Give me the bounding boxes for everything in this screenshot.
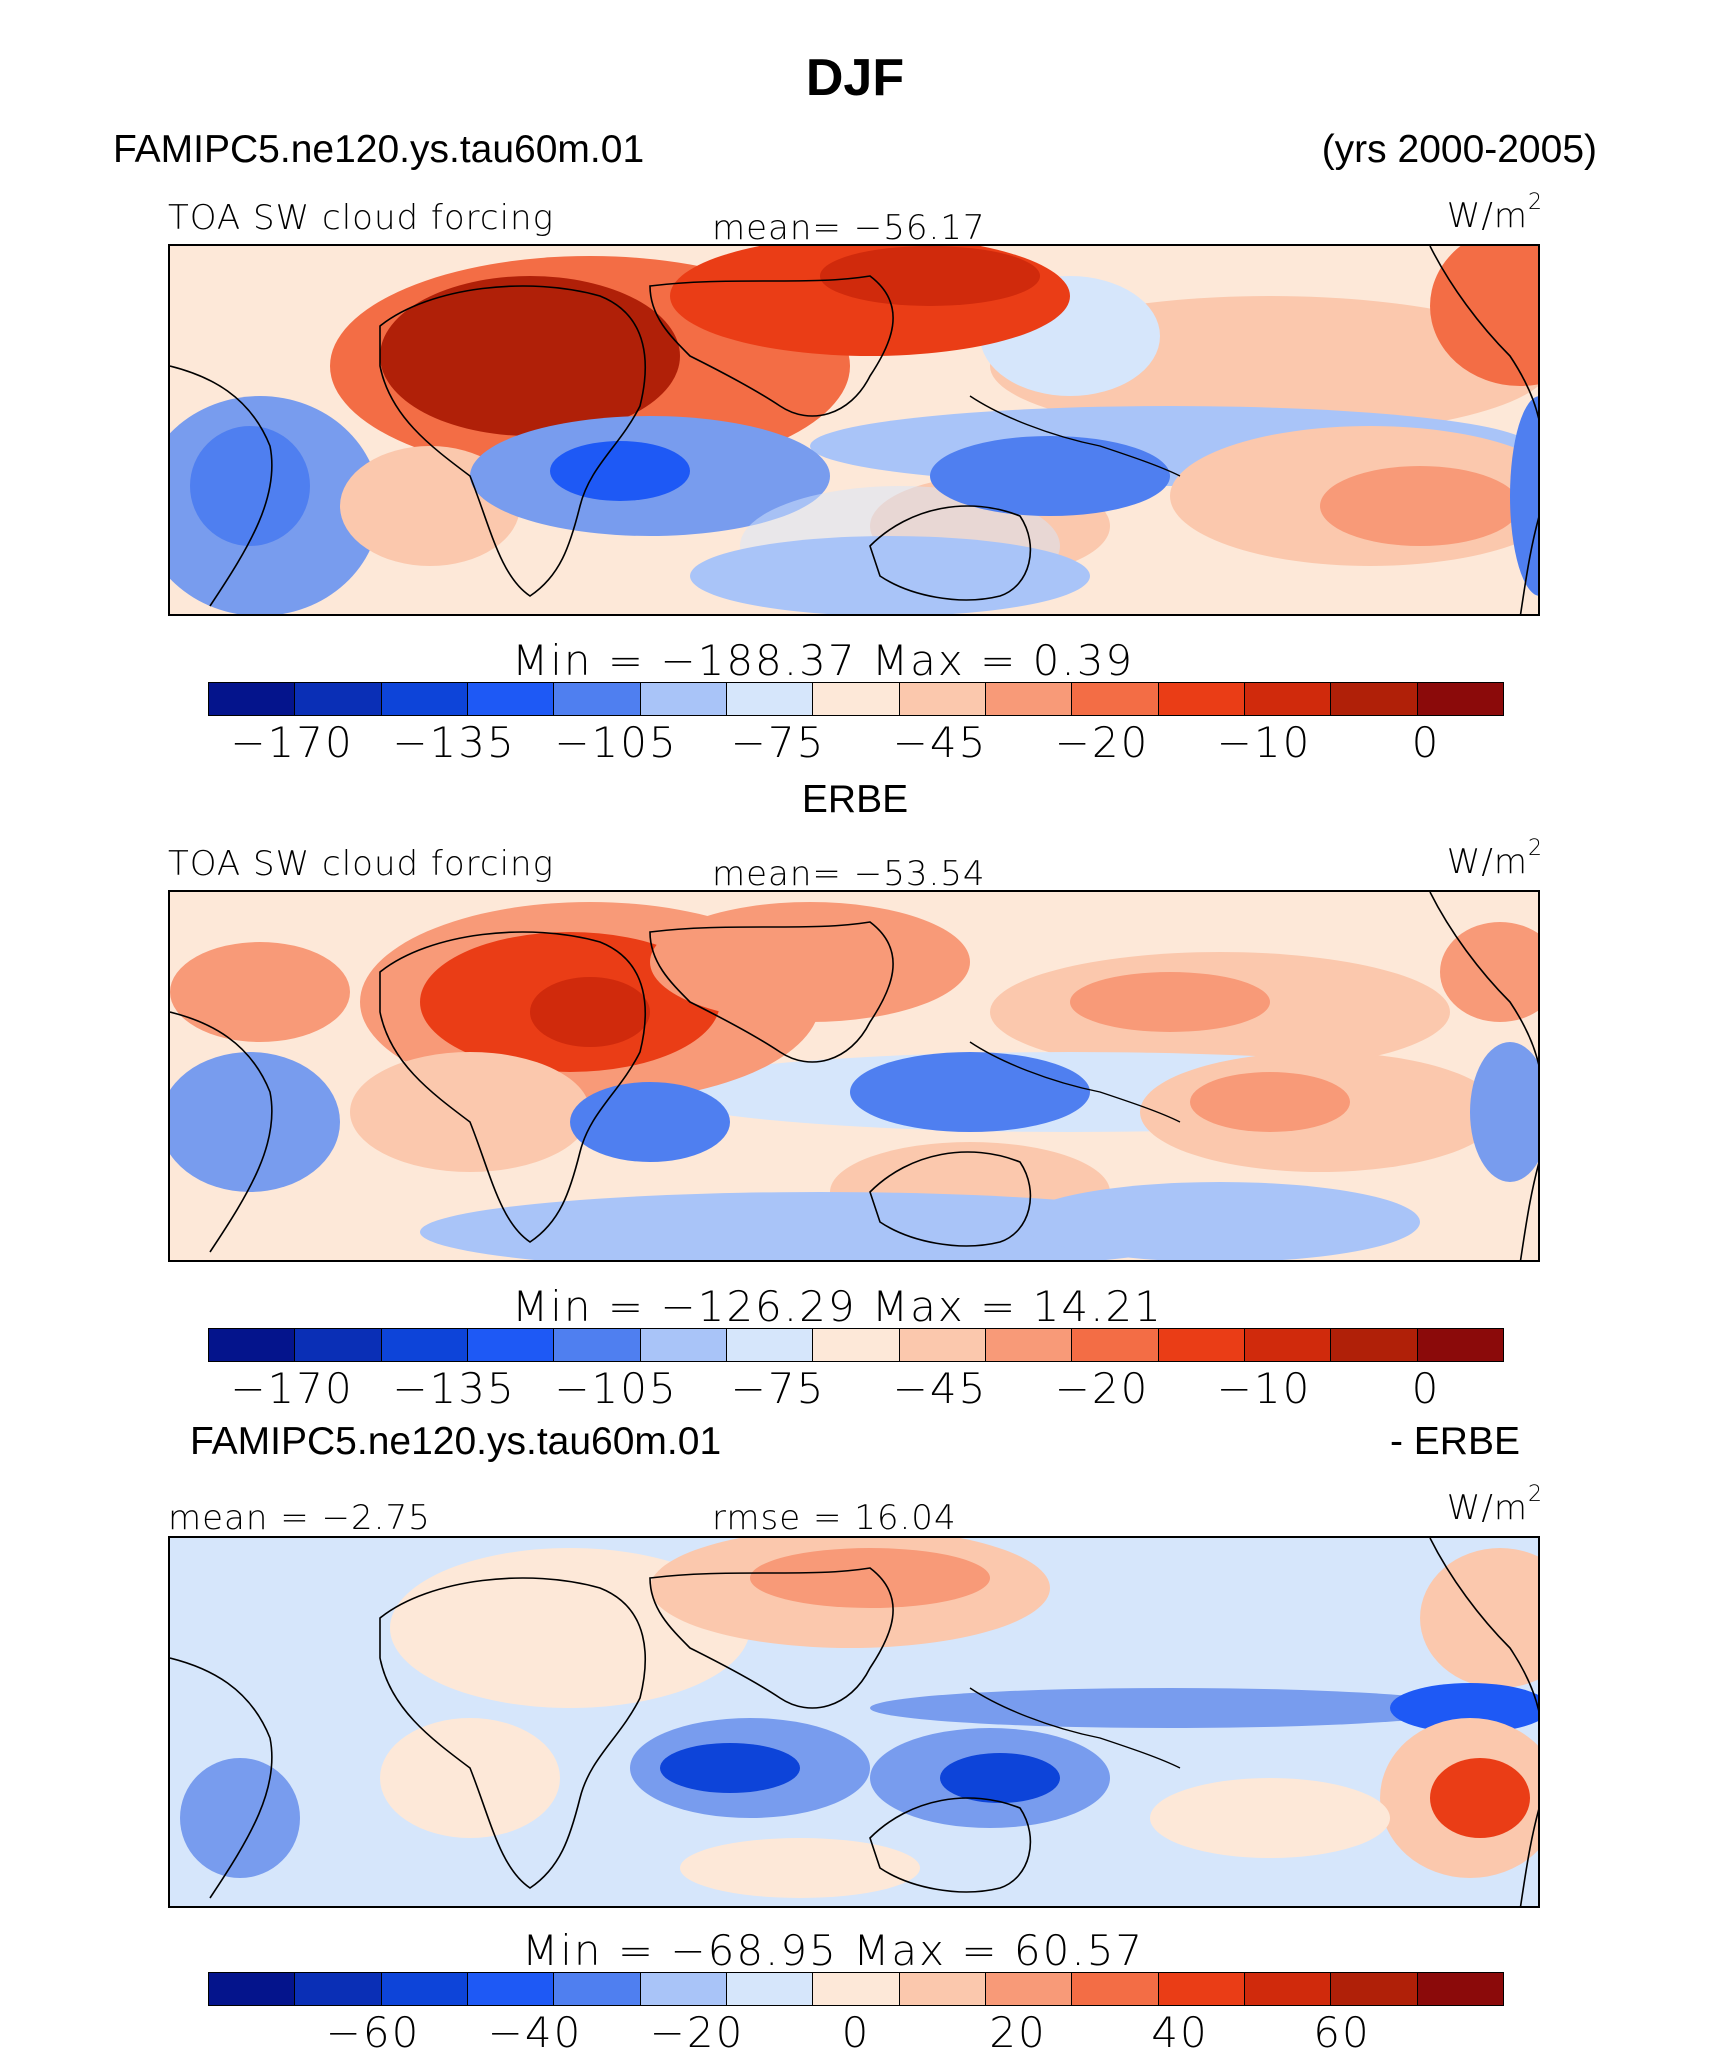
p3-bin (554, 1973, 641, 2005)
p3-bin (295, 1973, 382, 2005)
p2-bin (467, 1329, 555, 1361)
panel2-colorbar (208, 1328, 1504, 1362)
panel2-tick: −135 (392, 1364, 516, 1413)
p1-bin (295, 683, 382, 715)
p3-bin (899, 1973, 986, 2005)
panel1-tick: −170 (230, 718, 354, 767)
p1-bin (985, 683, 1073, 715)
p1-bin (1158, 683, 1245, 715)
panel3-unit-label: W/m2 (1446, 1482, 1543, 1528)
p3-bin (1244, 1973, 1332, 2005)
p2-bin (640, 1329, 727, 1361)
p2-bin (899, 1329, 986, 1361)
p2-bin (985, 1329, 1073, 1361)
p3-bin (1158, 1973, 1245, 2005)
p1-bin (1072, 683, 1159, 715)
panel2-caption: ERBE (801, 778, 909, 821)
p3-bin (1417, 1973, 1503, 2005)
panel3-caption-left: FAMIPC5.ne120.ys.tau60m.01 (190, 1420, 722, 1463)
panel2-minmax: Min = −126.29 Max = 14.21 (512, 1282, 1163, 1331)
p2-bin (813, 1329, 900, 1361)
panel3-tick: 0 (841, 2008, 871, 2057)
p1-bin (899, 683, 986, 715)
panel3-contour-field (170, 1538, 1538, 1906)
p3-bin (813, 1973, 900, 2005)
p3-bin (985, 1973, 1073, 2005)
panel2-tick: −105 (554, 1364, 678, 1413)
p1-bin (381, 683, 468, 715)
p1-bin (640, 683, 727, 715)
p3-bin (209, 1973, 296, 2005)
panel2-unit-label: W/m2 (1446, 836, 1543, 882)
p1-bin (813, 683, 900, 715)
panel1-tick: −10 (1216, 718, 1312, 767)
p2-bin (1072, 1329, 1159, 1361)
panel3-tick: −40 (487, 2008, 583, 2057)
panel1-mean-label: mean= −56.17 (712, 208, 986, 248)
model-name-header: FAMIPC5.ne120.ys.tau60m.01 (113, 128, 645, 171)
panel2-contour-field (170, 892, 1538, 1260)
panel3-mean-label: mean = −2.75 (168, 1498, 431, 1538)
p2-bin (381, 1329, 468, 1361)
panel1-contour-field (170, 246, 1538, 614)
panel1-tick: −105 (554, 718, 678, 767)
panel1-unit-label: W/m2 (1446, 190, 1543, 236)
p2-bin (554, 1329, 641, 1361)
p3-bin (381, 1973, 468, 2005)
panel2-map (168, 890, 1540, 1262)
panel1-tick: 0 (1411, 718, 1441, 767)
p3-bin (726, 1973, 814, 2005)
panel3-rmse-label: rmse = 16.04 (712, 1498, 957, 1538)
panel1-tick: −75 (730, 718, 826, 767)
p2-bin (1331, 1329, 1418, 1361)
panel1-tick: −135 (392, 718, 516, 767)
p2-bin (209, 1329, 296, 1361)
panel3-colorbar (208, 1972, 1504, 2006)
p2-bin (1244, 1329, 1332, 1361)
panel3-tick: 20 (989, 2008, 1047, 2057)
panel1-variable-label: TOA SW cloud forcing (168, 198, 554, 238)
p1-bin (1331, 683, 1418, 715)
p1-bin (1244, 683, 1332, 715)
p1-bin (554, 683, 641, 715)
p2-bin (295, 1329, 382, 1361)
figure-title: DJF (805, 49, 905, 107)
panel3-tick: 40 (1151, 2008, 1209, 2057)
p2-bin (726, 1329, 814, 1361)
panel2-mean-label: mean= −53.54 (712, 854, 986, 894)
p2-bin (1158, 1329, 1245, 1361)
panel3-tick: −60 (325, 2008, 421, 2057)
panel3-caption-right: - ERBE (1389, 1420, 1520, 1463)
p3-bin (1072, 1973, 1159, 2005)
panel2-tick: −20 (1054, 1364, 1150, 1413)
panel3-map (168, 1536, 1540, 1908)
panel2-tick: −170 (230, 1364, 354, 1413)
panel3-tick: −20 (649, 2008, 745, 2057)
panel2-tick: −10 (1216, 1364, 1312, 1413)
panel3-tick: 60 (1313, 2008, 1371, 2057)
p1-bin (1417, 683, 1503, 715)
p3-bin (1331, 1973, 1418, 2005)
panel2-tick: −45 (892, 1364, 988, 1413)
panel2-tick: −75 (730, 1364, 826, 1413)
panel1-map (168, 244, 1540, 616)
p2-bin (1417, 1329, 1503, 1361)
panel3-minmax: Min = −68.95 Max = 60.57 (522, 1926, 1145, 1975)
p3-bin (640, 1973, 727, 2005)
p3-bin (467, 1973, 555, 2005)
panel1-tick: −45 (892, 718, 988, 767)
years-header: (yrs 2000-2005) (1321, 128, 1597, 171)
p1-bin (726, 683, 814, 715)
panel2-variable-label: TOA SW cloud forcing (168, 844, 554, 884)
panel1-colorbar (208, 682, 1504, 716)
panel1-tick: −20 (1054, 718, 1150, 767)
p1-bin (467, 683, 555, 715)
panel1-minmax: Min = −188.37 Max = 0.39 (512, 636, 1135, 685)
panel2-tick: 0 (1411, 1364, 1441, 1413)
p1-bin (209, 683, 296, 715)
